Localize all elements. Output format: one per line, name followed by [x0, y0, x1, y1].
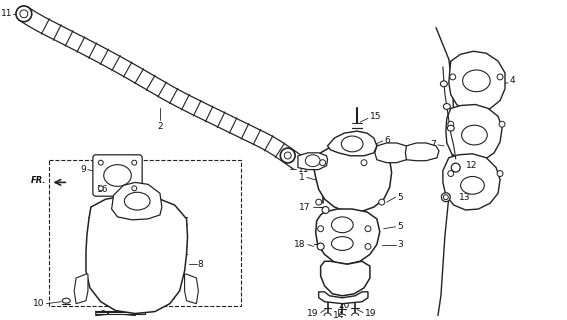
Polygon shape — [313, 141, 392, 212]
Ellipse shape — [448, 121, 454, 127]
Ellipse shape — [104, 165, 132, 186]
Ellipse shape — [322, 206, 329, 213]
Polygon shape — [449, 51, 505, 113]
Ellipse shape — [352, 313, 358, 318]
Ellipse shape — [365, 244, 371, 250]
Text: 13: 13 — [459, 193, 470, 202]
Bar — [49, 160, 241, 306]
Text: 1: 1 — [299, 173, 305, 182]
Ellipse shape — [132, 160, 137, 165]
Polygon shape — [74, 274, 88, 304]
Text: 9: 9 — [80, 165, 86, 174]
Polygon shape — [320, 261, 370, 296]
Ellipse shape — [98, 186, 103, 191]
Ellipse shape — [317, 243, 324, 250]
Ellipse shape — [341, 136, 363, 152]
Ellipse shape — [462, 125, 487, 145]
Polygon shape — [86, 195, 188, 314]
Text: 4: 4 — [510, 76, 515, 85]
Ellipse shape — [443, 104, 450, 109]
Ellipse shape — [497, 171, 503, 177]
Polygon shape — [328, 131, 377, 156]
Text: 15: 15 — [370, 112, 382, 121]
Ellipse shape — [284, 152, 291, 159]
Ellipse shape — [20, 10, 28, 18]
Ellipse shape — [339, 314, 346, 319]
Ellipse shape — [318, 226, 324, 232]
Text: 18: 18 — [294, 240, 306, 249]
Text: 11: 11 — [298, 165, 309, 174]
Ellipse shape — [324, 313, 331, 318]
Text: 20: 20 — [338, 301, 350, 310]
Ellipse shape — [332, 236, 353, 251]
Text: 8: 8 — [197, 260, 203, 269]
Ellipse shape — [132, 186, 137, 191]
Text: 3: 3 — [397, 240, 403, 249]
Polygon shape — [112, 182, 162, 220]
Ellipse shape — [365, 226, 371, 232]
Polygon shape — [19, 7, 302, 169]
Ellipse shape — [448, 171, 454, 177]
Polygon shape — [319, 292, 368, 304]
Ellipse shape — [460, 177, 484, 194]
Text: 12: 12 — [466, 161, 477, 170]
Polygon shape — [185, 274, 198, 304]
Text: FR.: FR. — [31, 176, 46, 185]
Ellipse shape — [16, 6, 32, 22]
Ellipse shape — [361, 160, 367, 166]
Text: 17: 17 — [299, 203, 311, 212]
Polygon shape — [443, 154, 500, 210]
Polygon shape — [316, 209, 380, 264]
Ellipse shape — [497, 74, 503, 80]
Ellipse shape — [306, 155, 320, 167]
Polygon shape — [375, 143, 409, 163]
Ellipse shape — [447, 125, 454, 131]
Ellipse shape — [443, 195, 448, 200]
Polygon shape — [101, 311, 109, 314]
Text: 16: 16 — [97, 185, 109, 194]
Ellipse shape — [318, 244, 324, 250]
Ellipse shape — [441, 193, 450, 202]
FancyBboxPatch shape — [93, 155, 142, 196]
Polygon shape — [446, 105, 502, 163]
Ellipse shape — [316, 199, 321, 205]
Ellipse shape — [463, 70, 490, 92]
Text: 5: 5 — [397, 222, 403, 231]
Ellipse shape — [499, 121, 505, 127]
Text: 6: 6 — [385, 137, 391, 146]
Ellipse shape — [332, 217, 353, 233]
Text: 5: 5 — [397, 193, 403, 202]
Text: 14: 14 — [333, 311, 344, 320]
Ellipse shape — [450, 74, 456, 80]
Ellipse shape — [62, 298, 70, 303]
Ellipse shape — [98, 160, 103, 165]
Ellipse shape — [124, 192, 150, 210]
Polygon shape — [298, 153, 328, 170]
Text: 19: 19 — [307, 309, 319, 318]
Ellipse shape — [451, 163, 460, 172]
Polygon shape — [405, 143, 439, 161]
Ellipse shape — [320, 160, 325, 166]
Text: 11: 11 — [1, 9, 12, 18]
Text: 19: 19 — [365, 309, 376, 318]
Ellipse shape — [280, 148, 295, 163]
Ellipse shape — [379, 199, 385, 205]
Text: 10: 10 — [33, 299, 45, 308]
Text: 7: 7 — [430, 140, 436, 149]
Ellipse shape — [441, 81, 447, 87]
Text: 2: 2 — [157, 122, 163, 131]
